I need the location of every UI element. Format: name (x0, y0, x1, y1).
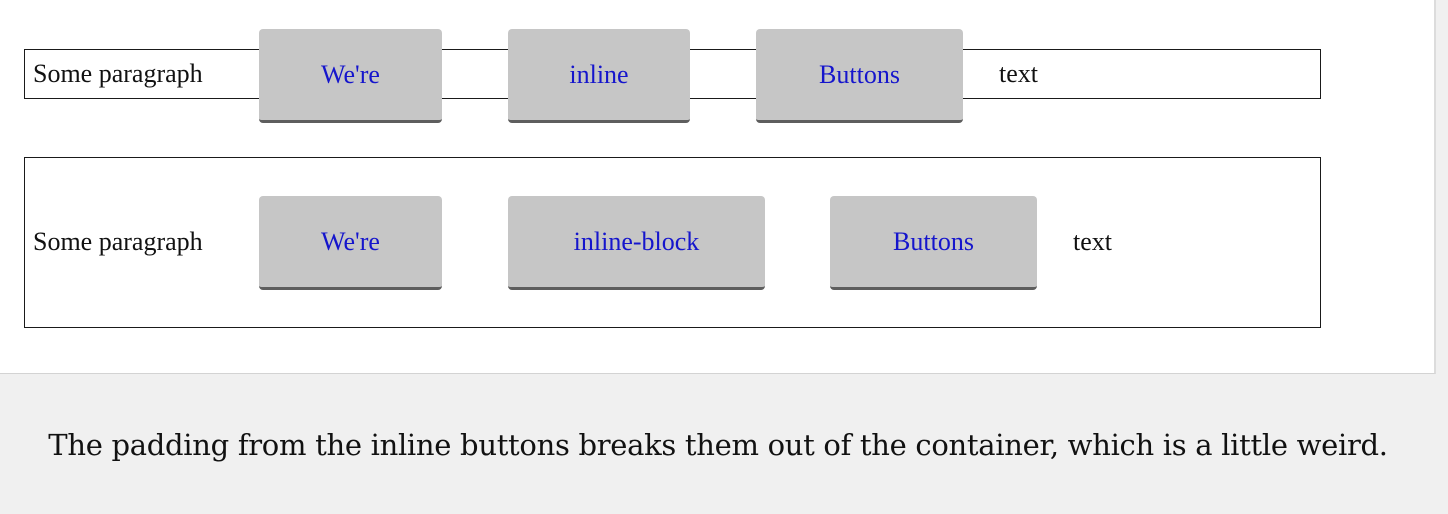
inline-block-paragraph-tail-text: text (1073, 227, 1112, 256)
inline-button-inline[interactable]: inline (508, 29, 690, 123)
inline-block-paragraph-lead-text: Some paragraph (33, 227, 203, 256)
inline-block-button-were[interactable]: We're (259, 196, 442, 290)
inline-block-button-buttons[interactable]: Buttons (830, 196, 1037, 290)
inline-paragraph-tail-text: text (999, 59, 1038, 88)
inline-button-were[interactable]: We're (259, 29, 442, 123)
figure-caption: The padding from the inline buttons brea… (48, 427, 1388, 462)
demo-area: Some paragraph We're inline Buttons text… (0, 0, 1436, 374)
inline-button-buttons[interactable]: Buttons (756, 29, 963, 123)
inline-paragraph-lead-text: Some paragraph (33, 59, 203, 88)
inline-block-button-inline-block[interactable]: inline-block (508, 196, 765, 290)
